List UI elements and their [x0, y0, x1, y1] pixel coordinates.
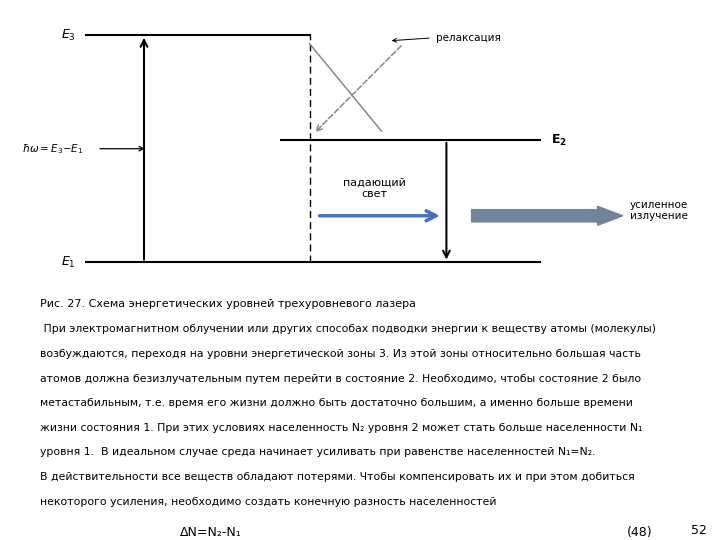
Text: некоторого усиления, необходимо создать конечную разность населенностей: некоторого усиления, необходимо создать …: [40, 497, 496, 507]
Text: жизни состояния 1. При этих условиях населенность N₂ уровня 2 может стать больше: жизни состояния 1. При этих условиях нас…: [40, 423, 642, 433]
Text: $\mathbf{E_2}$: $\mathbf{E_2}$: [551, 132, 567, 147]
Text: $E_1$: $E_1$: [61, 255, 76, 270]
Text: (48): (48): [626, 526, 652, 539]
Text: $\hbar\omega$$=$$E_3$$-$$E_1$: $\hbar\omega$$=$$E_3$$-$$E_1$: [22, 142, 83, 156]
Text: Рис. 27. Схема энергетических уровней трехуровневого лазера: Рис. 27. Схема энергетических уровней тр…: [40, 299, 415, 309]
Text: релаксация: релаксация: [436, 33, 500, 43]
Text: 52: 52: [691, 524, 707, 537]
Text: метастабильным, т.е. время его жизни должно быть достаточно большим, а именно бо: метастабильным, т.е. время его жизни дол…: [40, 398, 632, 408]
Text: атомов должна безизлучательным путем перейти в состояние 2. Необходимо, чтобы со: атомов должна безизлучательным путем пер…: [40, 374, 641, 383]
Text: ΔN=N₂-N₁: ΔN=N₂-N₁: [180, 526, 242, 539]
Text: усиленное
излучение: усиленное излучение: [630, 200, 688, 221]
Text: уровня 1.  В идеальном случае среда начинает усиливать при равенстве населенност: уровня 1. В идеальном случае среда начин…: [40, 447, 595, 457]
FancyArrow shape: [472, 206, 623, 225]
Text: В действительности все веществ обладают потерями. Чтобы компенсировать их и при : В действительности все веществ обладают …: [40, 472, 634, 482]
Text: падающий
свет: падающий свет: [343, 177, 406, 199]
Text: $E_3$: $E_3$: [60, 28, 76, 43]
Text: При электромагнитном облучении или других способах подводки энергии к веществу а: При электромагнитном облучении или други…: [40, 324, 656, 334]
Text: возбуждаются, переходя на уровни энергетической зоны 3. Из этой зоны относительн: возбуждаются, переходя на уровни энергет…: [40, 349, 641, 359]
